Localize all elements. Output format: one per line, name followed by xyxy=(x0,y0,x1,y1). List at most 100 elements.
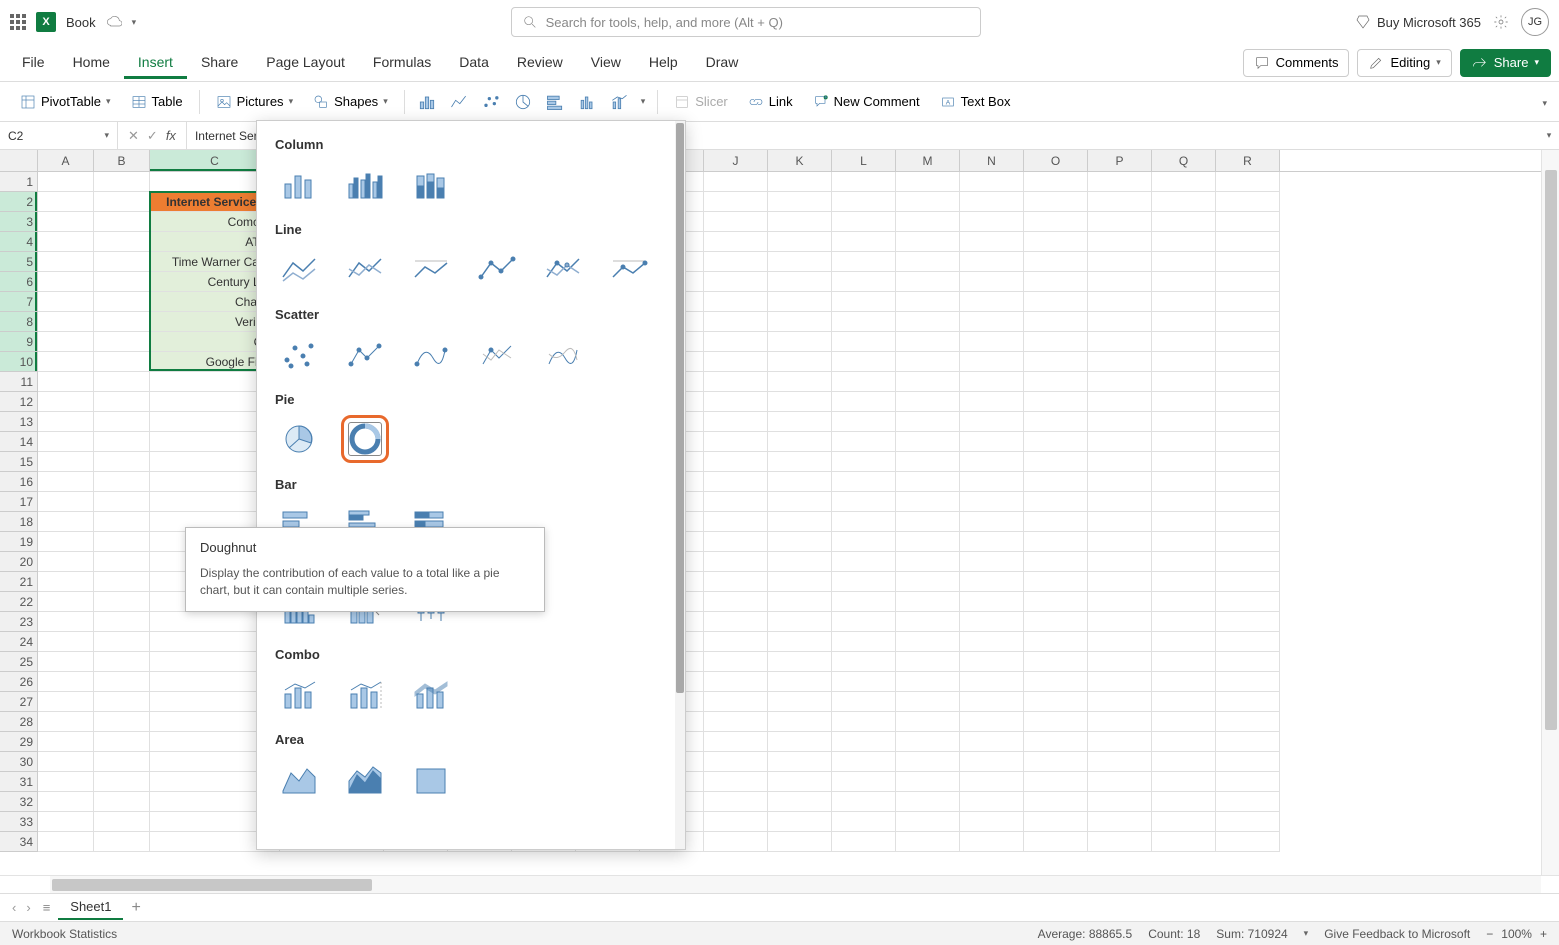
cell[interactable] xyxy=(1088,332,1152,352)
cell[interactable] xyxy=(1024,752,1088,772)
cell[interactable] xyxy=(832,812,896,832)
column-header[interactable]: L xyxy=(832,150,896,171)
cell[interactable] xyxy=(38,672,94,692)
cell[interactable] xyxy=(38,532,94,552)
cell[interactable] xyxy=(1216,532,1280,552)
cell[interactable] xyxy=(960,212,1024,232)
new-comment-button[interactable]: + New Comment xyxy=(805,87,928,117)
cell[interactable] xyxy=(1088,352,1152,372)
cell[interactable] xyxy=(768,532,832,552)
accept-formula-icon[interactable]: ✓ xyxy=(147,128,158,144)
cell[interactable] xyxy=(832,532,896,552)
editing-mode-button[interactable]: Editing ▾ xyxy=(1357,49,1451,77)
cell[interactable] xyxy=(960,292,1024,312)
cell[interactable] xyxy=(1024,632,1088,652)
cell[interactable] xyxy=(960,252,1024,272)
cell[interactable] xyxy=(94,732,150,752)
ribbon-tab-review[interactable]: Review xyxy=(503,46,577,79)
cell[interactable] xyxy=(38,592,94,612)
cell[interactable] xyxy=(1088,692,1152,712)
cell[interactable] xyxy=(1088,372,1152,392)
cell[interactable] xyxy=(1216,172,1280,192)
add-sheet-button[interactable]: + xyxy=(131,899,140,917)
cell[interactable] xyxy=(768,732,832,752)
cell[interactable] xyxy=(768,512,832,532)
cell[interactable] xyxy=(704,192,768,212)
bar-chart-icon[interactable] xyxy=(541,88,569,116)
cell[interactable] xyxy=(768,272,832,292)
column-header[interactable]: B xyxy=(94,150,150,171)
sheet-tab-sheet1[interactable]: Sheet1 xyxy=(58,896,123,920)
chart-option-line-1[interactable] xyxy=(341,245,389,293)
cell[interactable] xyxy=(1152,812,1216,832)
cell[interactable] xyxy=(94,612,150,632)
cell[interactable] xyxy=(704,512,768,532)
cell[interactable] xyxy=(832,372,896,392)
cell[interactable] xyxy=(38,752,94,772)
cell[interactable] xyxy=(94,392,150,412)
cell[interactable] xyxy=(1152,692,1216,712)
cell[interactable] xyxy=(1088,412,1152,432)
cell[interactable] xyxy=(38,492,94,512)
cell[interactable] xyxy=(832,332,896,352)
chart-option-area-2[interactable] xyxy=(407,755,455,803)
cell[interactable] xyxy=(832,712,896,732)
row-header[interactable]: 1 xyxy=(0,172,38,192)
cell[interactable] xyxy=(960,692,1024,712)
cell[interactable] xyxy=(1024,292,1088,312)
cell[interactable] xyxy=(960,432,1024,452)
cell[interactable] xyxy=(1216,212,1280,232)
pictures-button[interactable]: Pictures▾ xyxy=(208,87,302,117)
cell[interactable] xyxy=(1088,212,1152,232)
cell[interactable] xyxy=(38,392,94,412)
cell[interactable] xyxy=(38,272,94,292)
cell[interactable] xyxy=(704,732,768,752)
cell[interactable] xyxy=(704,172,768,192)
cell[interactable] xyxy=(960,652,1024,672)
cell[interactable] xyxy=(1216,592,1280,612)
cell[interactable] xyxy=(768,212,832,232)
cell[interactable] xyxy=(960,392,1024,412)
cell[interactable] xyxy=(1216,372,1280,392)
cell[interactable] xyxy=(1152,492,1216,512)
cell[interactable] xyxy=(832,352,896,372)
cell[interactable] xyxy=(38,432,94,452)
cell[interactable] xyxy=(94,712,150,732)
chart-option-combo-1[interactable] xyxy=(341,670,389,718)
cell[interactable] xyxy=(832,572,896,592)
ribbon-tab-page-layout[interactable]: Page Layout xyxy=(252,46,359,79)
cell[interactable] xyxy=(896,652,960,672)
ribbon-expand-icon[interactable]: ▾ xyxy=(1542,94,1547,109)
cell[interactable] xyxy=(704,472,768,492)
cell[interactable] xyxy=(1216,312,1280,332)
cell[interactable] xyxy=(1216,792,1280,812)
cell[interactable] xyxy=(1088,392,1152,412)
feedback-link[interactable]: Give Feedback to Microsoft xyxy=(1324,927,1470,941)
row-header[interactable]: 15 xyxy=(0,452,38,472)
settings-gear-icon[interactable] xyxy=(1493,14,1509,30)
cell[interactable] xyxy=(38,292,94,312)
cell[interactable] xyxy=(1152,172,1216,192)
cell[interactable] xyxy=(1216,832,1280,852)
cell[interactable] xyxy=(1152,292,1216,312)
cell[interactable] xyxy=(704,772,768,792)
cell[interactable] xyxy=(1024,332,1088,352)
row-header[interactable]: 22 xyxy=(0,592,38,612)
cell[interactable] xyxy=(768,632,832,652)
cell[interactable] xyxy=(1216,412,1280,432)
cell[interactable] xyxy=(704,212,768,232)
cell[interactable] xyxy=(1216,432,1280,452)
search-box[interactable]: Search for tools, help, and more (Alt + … xyxy=(511,7,981,37)
cell[interactable] xyxy=(832,612,896,632)
cell[interactable] xyxy=(94,232,150,252)
cell[interactable] xyxy=(832,252,896,272)
cell[interactable] xyxy=(1024,712,1088,732)
cell[interactable] xyxy=(960,712,1024,732)
cell[interactable] xyxy=(1088,712,1152,732)
cell[interactable] xyxy=(896,532,960,552)
cell[interactable] xyxy=(832,432,896,452)
chart-option-scatter-4[interactable] xyxy=(539,330,587,378)
chart-option-scatter-2[interactable] xyxy=(407,330,455,378)
cell[interactable] xyxy=(1088,312,1152,332)
cell[interactable] xyxy=(1152,732,1216,752)
